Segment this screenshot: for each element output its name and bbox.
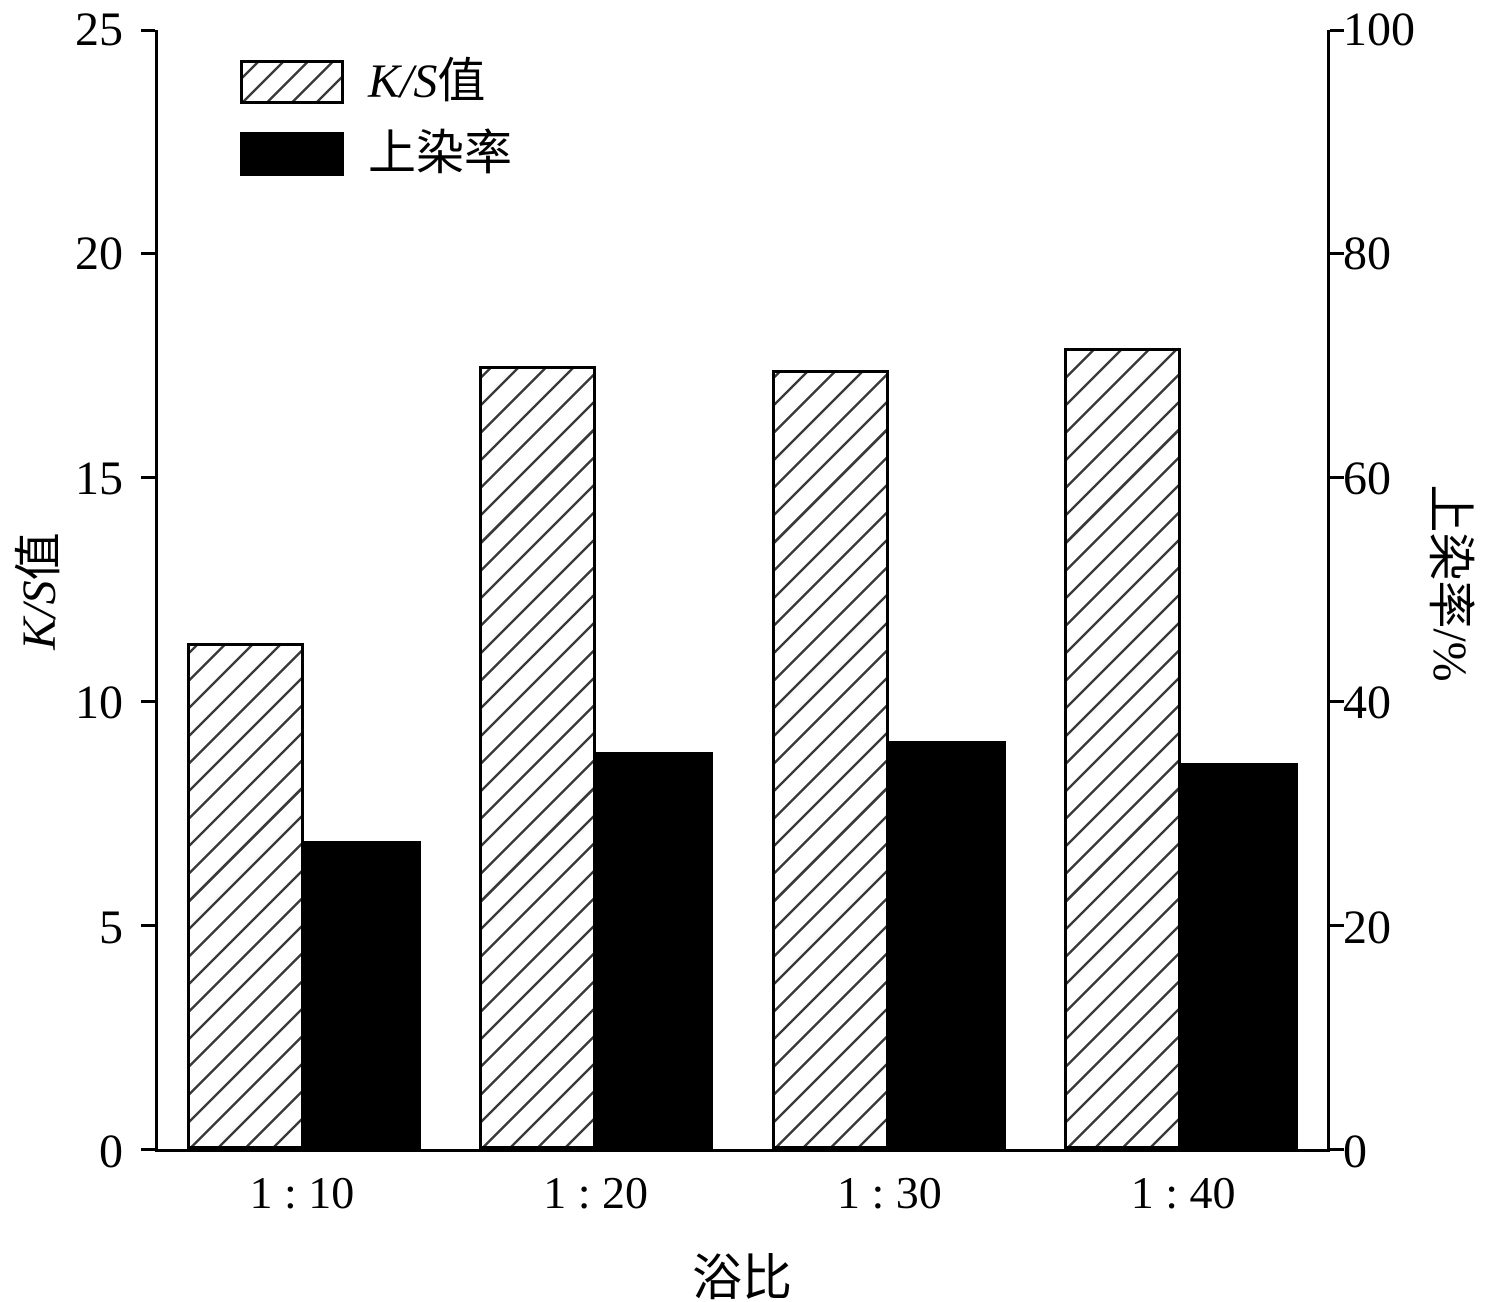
right-tick-mark xyxy=(1330,28,1344,32)
legend: K/S值 上染率 xyxy=(240,58,512,202)
left-tick-label: 15 xyxy=(75,451,123,505)
left-tick-label: 0 xyxy=(99,1125,123,1178)
left-tick-mark xyxy=(141,699,155,703)
x-tick-label: 1 : 10 xyxy=(249,1167,355,1218)
bar-group xyxy=(479,30,714,1149)
left-tick-mark xyxy=(141,923,155,927)
left-tick-mark xyxy=(141,252,155,256)
bar-solid-1:40 xyxy=(1180,762,1298,1149)
legend-label-uptake: 上染率 xyxy=(368,127,513,180)
x-tick-label: 1 : 40 xyxy=(1130,1167,1236,1218)
right-axis-tick-labels: 0 20 40 60 80 100 xyxy=(1343,6,1488,1176)
left-tick-label: 5 xyxy=(99,900,123,954)
bar-hatched-1:40 xyxy=(1063,347,1181,1149)
bar-group xyxy=(187,30,422,1149)
bar-group xyxy=(1063,30,1298,1149)
bar-hatched-1:20 xyxy=(479,365,597,1149)
bar-solid-1:30 xyxy=(888,740,1006,1149)
legend-swatch-solid xyxy=(240,132,344,176)
legend-label-ks: K/S值 xyxy=(368,58,485,106)
right-tick-label: 100 xyxy=(1343,3,1415,56)
x-tick-labels: 1 : 10 1 : 20 1 : 30 1 : 40 xyxy=(155,1167,1330,1228)
right-tick-mark xyxy=(1330,923,1344,927)
left-tick-mark xyxy=(141,28,155,32)
bar-solid-1:20 xyxy=(596,751,714,1149)
right-tick-mark xyxy=(1330,476,1344,480)
right-tick-label: 80 xyxy=(1343,227,1391,281)
left-tick-label: 10 xyxy=(75,676,123,730)
right-tick-mark xyxy=(1330,1147,1344,1151)
bar-hatched-1:10 xyxy=(187,643,305,1149)
left-tick-label: 20 xyxy=(75,227,123,281)
legend-item-ks: K/S值 xyxy=(240,58,512,106)
bars-container xyxy=(158,30,1327,1149)
bar-hatched-1:30 xyxy=(771,370,889,1149)
right-tick-label: 20 xyxy=(1343,900,1391,954)
right-tick-label: 60 xyxy=(1343,451,1391,505)
right-tick-mark xyxy=(1330,699,1344,703)
legend-item-uptake: 上染率 xyxy=(240,130,512,178)
x-tick-label: 1 : 20 xyxy=(543,1167,649,1218)
left-axis-tick-labels: 0 5 10 15 20 25 xyxy=(0,6,135,1176)
legend-label-ks-suffix: 值 xyxy=(437,55,486,108)
right-tick-label: 40 xyxy=(1343,676,1391,730)
legend-swatch-hatched xyxy=(240,60,344,104)
bar-solid-1:10 xyxy=(304,841,422,1149)
right-tick-label: 0 xyxy=(1343,1125,1367,1178)
legend-label-ks-italic: K/S xyxy=(368,55,438,108)
right-tick-mark xyxy=(1330,252,1344,256)
x-tick-label: 1 : 30 xyxy=(836,1167,942,1218)
left-tick-mark xyxy=(141,1147,155,1151)
x-axis-title: 浴比 xyxy=(692,1250,792,1302)
plot-area: K/S值 上染率 xyxy=(141,28,1344,1152)
left-tick-label: 25 xyxy=(75,3,123,56)
bar-group xyxy=(771,30,1006,1149)
left-tick-mark xyxy=(141,476,155,480)
